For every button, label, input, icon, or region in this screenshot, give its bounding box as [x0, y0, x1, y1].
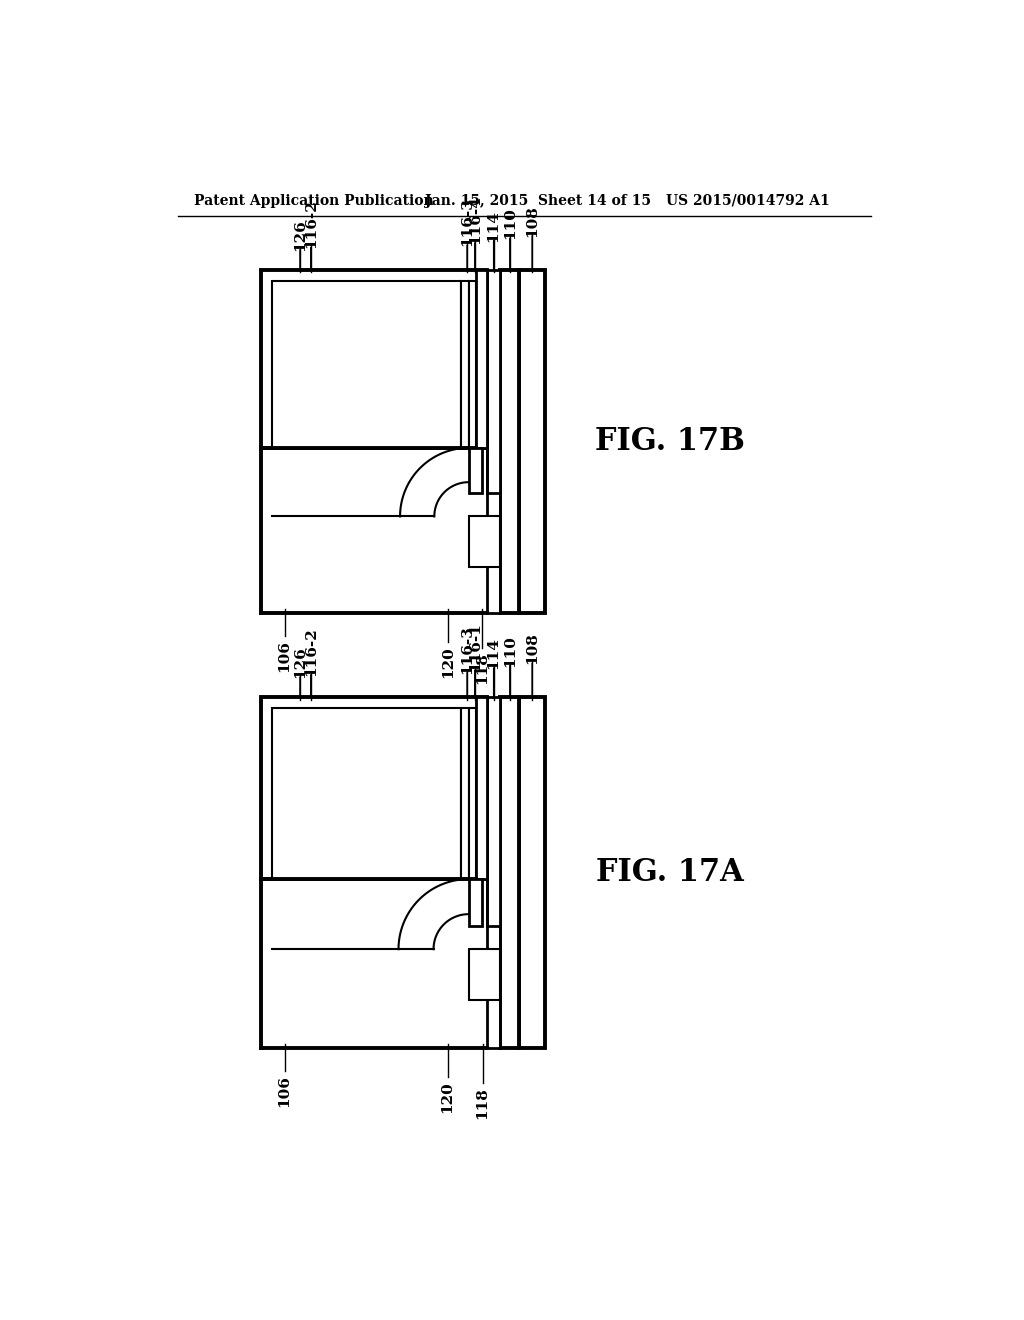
Text: FIG. 17B: FIG. 17B: [595, 426, 744, 457]
Bar: [461, 708, 469, 879]
Text: 116-2: 116-2: [304, 627, 317, 676]
Bar: [469, 949, 500, 1001]
Text: Jan. 15, 2015  Sheet 14 of 15: Jan. 15, 2015 Sheet 14 of 15: [425, 194, 651, 207]
Text: 110: 110: [503, 635, 517, 667]
Bar: [487, 271, 500, 612]
Text: US 2015/0014792 A1: US 2015/0014792 A1: [666, 194, 829, 207]
Bar: [500, 271, 519, 612]
Text: 126: 126: [293, 647, 307, 678]
Bar: [469, 516, 500, 566]
Text: 116-2: 116-2: [304, 199, 317, 248]
Text: 118: 118: [475, 1088, 489, 1119]
Text: 116-3: 116-3: [460, 624, 474, 673]
Bar: [261, 697, 487, 879]
Text: 116-4: 116-4: [468, 195, 481, 244]
Text: 116-1: 116-1: [468, 622, 481, 671]
Text: 114: 114: [486, 210, 501, 242]
Bar: [469, 708, 476, 879]
Text: Patent Application Publication: Patent Application Publication: [194, 194, 433, 207]
Text: FIG. 17A: FIG. 17A: [596, 857, 743, 888]
Text: 114: 114: [486, 638, 501, 669]
Bar: [469, 281, 476, 447]
Bar: [500, 697, 519, 1048]
Text: 120: 120: [440, 1081, 455, 1113]
Bar: [272, 708, 461, 879]
Text: 116-3: 116-3: [460, 197, 474, 246]
Bar: [469, 879, 481, 927]
Bar: [476, 271, 487, 447]
Bar: [461, 281, 469, 447]
Text: 108: 108: [525, 205, 539, 238]
Text: 126: 126: [293, 219, 307, 251]
Bar: [469, 447, 481, 494]
Text: 120: 120: [441, 645, 455, 677]
Bar: [261, 271, 487, 447]
Bar: [487, 697, 500, 1048]
Bar: [519, 697, 545, 1048]
Text: 118: 118: [475, 652, 489, 684]
Text: 108: 108: [525, 632, 539, 664]
Bar: [272, 281, 461, 447]
Text: 106: 106: [278, 1074, 292, 1106]
Bar: [476, 697, 487, 879]
Bar: [519, 271, 545, 612]
Text: 110: 110: [503, 207, 517, 239]
Text: 106: 106: [278, 640, 292, 672]
